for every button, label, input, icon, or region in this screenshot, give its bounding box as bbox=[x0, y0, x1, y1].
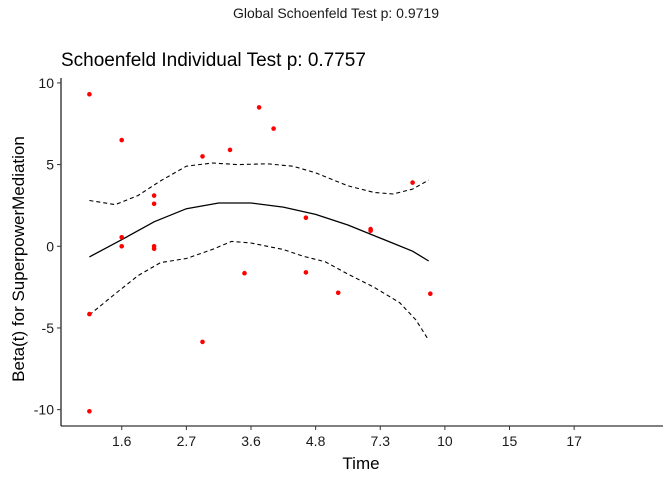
x-tick-label: 17 bbox=[566, 433, 582, 449]
x-tick-label: 4.8 bbox=[306, 433, 326, 449]
residual-point bbox=[410, 180, 415, 185]
x-axis-title: Time bbox=[342, 454, 379, 473]
plot-title: Schoenfeld Individual Test p: 0.7757 bbox=[61, 50, 366, 71]
residual-points bbox=[87, 92, 433, 414]
residual-point bbox=[428, 291, 433, 297]
y-tick-label: 10 bbox=[38, 75, 54, 91]
y-tick-label: -5 bbox=[42, 320, 55, 336]
upper-confidence-line bbox=[89, 162, 429, 206]
residual-point bbox=[151, 246, 157, 251]
axes bbox=[60, 78, 663, 427]
y-tick-label: 5 bbox=[46, 157, 54, 173]
y-axis-title: Beta(t) for SuperpowerMediation bbox=[9, 136, 28, 382]
residual-point bbox=[151, 201, 157, 207]
residual-point bbox=[87, 92, 92, 97]
residual-point bbox=[227, 147, 233, 153]
residual-point bbox=[256, 105, 262, 110]
lower-confidence-line bbox=[89, 240, 430, 341]
global-test-title: Global Schoenfeld Test p: 0.9719 bbox=[232, 5, 439, 21]
fit-line bbox=[89, 202, 430, 262]
residual-point bbox=[368, 228, 373, 234]
residual-point bbox=[242, 270, 247, 276]
residual-point bbox=[119, 244, 124, 249]
residual-point bbox=[335, 290, 341, 296]
x-tick-label: 3.6 bbox=[241, 433, 261, 449]
residual-point bbox=[87, 311, 92, 317]
residual-point bbox=[271, 126, 276, 131]
x-tick-label: 2.7 bbox=[177, 433, 197, 449]
residual-point bbox=[200, 154, 205, 159]
y-tick-label: 0 bbox=[46, 238, 54, 254]
residual-point bbox=[119, 235, 124, 240]
spline-fit-line bbox=[89, 202, 430, 262]
x-tick-label: 1.6 bbox=[112, 433, 132, 449]
y-tick-label: -10 bbox=[34, 402, 54, 418]
x-tick-label: 7.3 bbox=[371, 433, 391, 449]
residual-point bbox=[151, 193, 157, 198]
residual-point bbox=[200, 339, 205, 345]
residual-point bbox=[87, 409, 92, 414]
x-tick-label: 15 bbox=[502, 433, 518, 449]
x-tick-label: 10 bbox=[437, 433, 453, 449]
residual-point bbox=[303, 215, 309, 220]
residual-point bbox=[119, 137, 124, 143]
residual-point bbox=[303, 270, 309, 275]
y-ticks: 10 5 0 -5 -10 bbox=[34, 75, 61, 418]
confidence-band bbox=[89, 162, 430, 341]
x-ticks: 1.6 2.7 3.6 4.8 7.3 10 15 17 bbox=[112, 426, 582, 449]
